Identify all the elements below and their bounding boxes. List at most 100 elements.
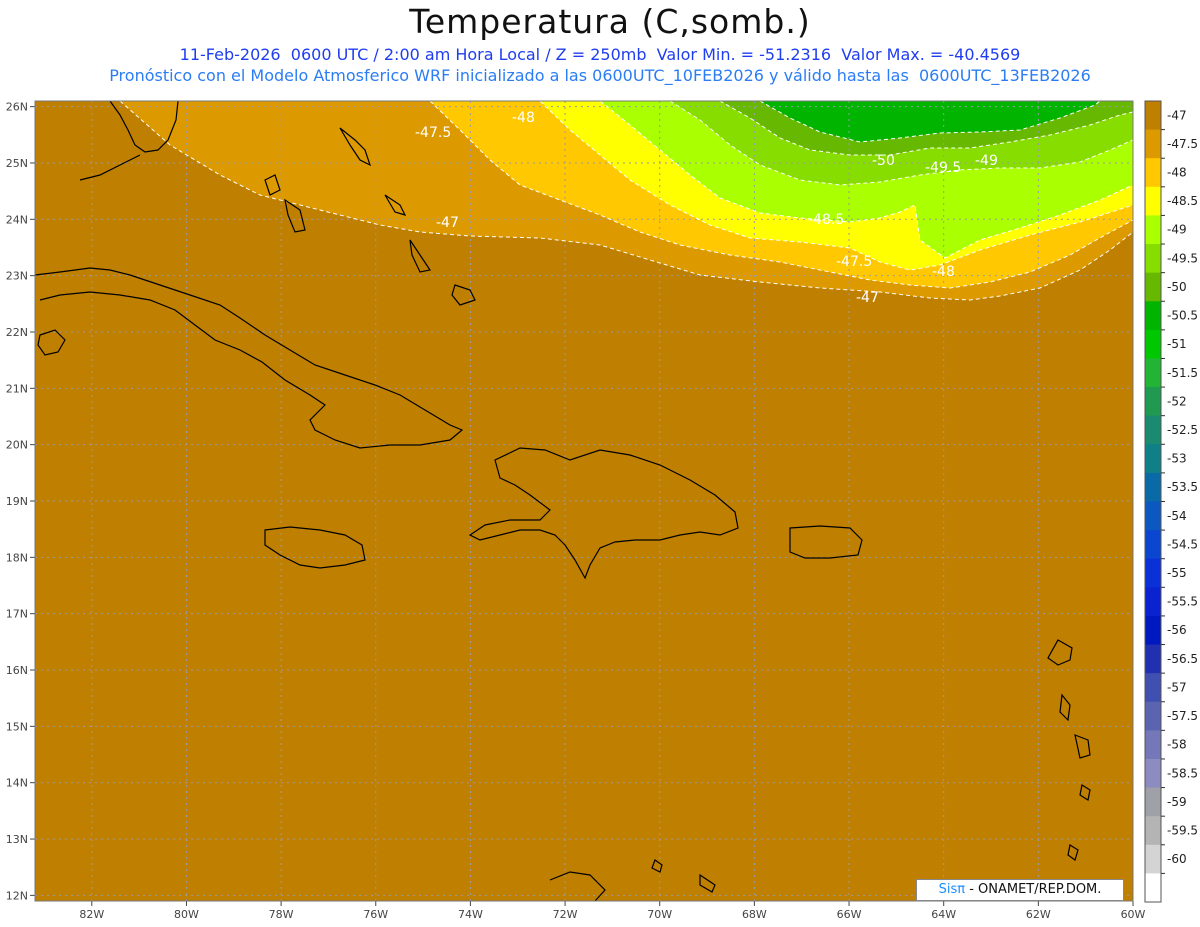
- colorbar-label: -50: [1167, 280, 1187, 294]
- latitude-axis: 12N 13N 14N 15N 16N 17N 18N 19N 20N 21N 22N 23N 24N 2…: [6, 101, 35, 902]
- lat-tick-label: 12N: [6, 889, 28, 902]
- colorbar-swatch: [1145, 472, 1161, 502]
- contour-label: -47.5: [836, 254, 872, 270]
- colorbar-swatch: [1145, 301, 1161, 331]
- colorbar-swatch: [1145, 329, 1161, 359]
- contour-label: -47.5: [415, 125, 451, 141]
- temperature-contours: [119, 100, 1134, 301]
- coastlines: [34, 100, 1091, 902]
- lon-tick-label: 82W: [79, 908, 104, 921]
- colorbar-label: -53.5: [1167, 480, 1198, 494]
- colorbar-label: -56: [1167, 623, 1187, 637]
- lon-tick-label: 68W: [742, 908, 767, 921]
- coast-puerto-rico: [789, 525, 863, 559]
- coast-bahamas-3: [284, 198, 306, 233]
- contour-label: -49.5: [925, 160, 961, 176]
- contour-minus-49: [669, 100, 1134, 186]
- lon-tick-label: 72W: [553, 908, 578, 921]
- colorbar-swatch: [1145, 844, 1161, 874]
- colorbar-label: -53: [1167, 452, 1187, 466]
- sistpi-logo-text: Sisπ: [938, 882, 966, 897]
- coast-bahamas-1: [339, 127, 372, 167]
- colorbar-swatch: [1145, 701, 1161, 731]
- colorbar-label: -56.5: [1167, 652, 1198, 666]
- colorbar-label: -47.5: [1167, 137, 1198, 151]
- colorbar-swatch: [1145, 186, 1161, 216]
- contour-minus-47: [119, 100, 1134, 301]
- colorbar-swatch: [1145, 415, 1161, 445]
- lat-tick-label: 22N: [6, 326, 28, 339]
- temperature-fill-bands: [120, 101, 1133, 300]
- lat-tick-label: 24N: [6, 213, 28, 226]
- colorbar-swatch: [1145, 758, 1161, 789]
- credit-text: - ONAMET/REP.DOM.: [965, 882, 1102, 897]
- colorbar-label: -51: [1167, 337, 1187, 351]
- coast-bahamas-6: [451, 284, 476, 306]
- colorbar-swatch: [1145, 158, 1161, 188]
- colorbar-label: -58: [1167, 738, 1187, 752]
- colorbar-swatch: [1145, 215, 1161, 245]
- colorbar-label: -48: [1167, 166, 1187, 180]
- colorbar-label: -48.5: [1167, 194, 1198, 208]
- colorbar-label: -52.5: [1167, 423, 1198, 437]
- colorbar-swatch: [1145, 272, 1161, 302]
- coast-grenada: [1067, 844, 1079, 861]
- lon-tick-label: 74W: [458, 908, 483, 921]
- contour-label: -48: [932, 264, 955, 280]
- colorbar-swatch: [1145, 244, 1161, 274]
- colorbar: -47 -47.5 -48 -48.5 -49 -49.5 -50 -50.5 -51 -51.5…: [1144, 100, 1198, 903]
- contour-minus-49-5: [719, 100, 1134, 156]
- colorbar-label: -47: [1167, 108, 1187, 122]
- map-frame: [34, 100, 1134, 902]
- coast-venezuela: [549, 871, 606, 902]
- coast-cuba: [34, 267, 464, 449]
- lon-tick-label: 64W: [931, 908, 956, 921]
- colorbar-swatch: [1145, 873, 1161, 903]
- coast-florida-keys: [79, 154, 141, 181]
- band-minus-50-5: [760, 101, 1100, 142]
- lon-tick-label: 76W: [363, 908, 388, 921]
- coast-hispaniola: [468, 447, 739, 580]
- colorbar-swatch: [1145, 387, 1161, 417]
- lat-tick-label: 16N: [6, 664, 28, 677]
- colorbar-label: -51.5: [1167, 366, 1198, 380]
- colorbar-swatch: [1145, 673, 1161, 703]
- colorbar-swatch: [1145, 129, 1161, 159]
- contour-minus-50: [759, 100, 1101, 143]
- colorbar-swatch: [1145, 615, 1161, 646]
- colorbar-label: -54.5: [1167, 537, 1198, 551]
- colorbar-swatch: [1145, 587, 1161, 617]
- chart-title: Temperatura (C,somb.): [409, 2, 811, 41]
- contour-label: -47: [436, 215, 459, 231]
- colorbar-swatch: [1145, 530, 1161, 560]
- lat-tick-label: 13N: [6, 833, 28, 846]
- colorbar-swatch: [1145, 101, 1161, 131]
- colorbar-label: -58.5: [1167, 766, 1198, 780]
- contour-label: -50: [872, 153, 895, 169]
- lat-tick-label: 20N: [6, 439, 28, 452]
- coast-curacao: [699, 873, 716, 893]
- lon-tick-label: 60W: [1121, 908, 1146, 921]
- coast-bahamas-2: [264, 174, 281, 196]
- colorbar-swatch: [1145, 787, 1161, 817]
- subtitle-model-info: Pronóstico con el Modelo Atmosferico WRF…: [109, 66, 1091, 85]
- colorbar-label: -49: [1167, 223, 1187, 237]
- contour-minus-48: [539, 100, 1134, 271]
- colorbar-label: -55: [1167, 566, 1187, 580]
- coast-florida: [109, 100, 179, 153]
- colorbar-swatch: [1145, 816, 1161, 846]
- colorbar-label: -57: [1167, 680, 1187, 694]
- contour-label: -48.5: [808, 212, 844, 228]
- colorbar-label: -57.5: [1167, 709, 1198, 723]
- colorbar-label: -50.5: [1167, 309, 1198, 323]
- colorbar-swatch: [1145, 358, 1161, 388]
- colorbar-label: -55.5: [1167, 595, 1198, 609]
- subtitle-valid-time: 11-Feb-2026 0600 UTC / 2:00 am Hora Loca…: [179, 45, 1021, 64]
- colorbar-swatch: [1145, 558, 1161, 588]
- lon-tick-label: 70W: [647, 908, 672, 921]
- colorbar-label: -59.5: [1167, 823, 1198, 837]
- lon-tick-label: 62W: [1026, 908, 1051, 921]
- lat-tick-label: 21N: [6, 382, 28, 395]
- lat-tick-label: 25N: [6, 157, 28, 170]
- coast-bahamas-5: [409, 239, 431, 273]
